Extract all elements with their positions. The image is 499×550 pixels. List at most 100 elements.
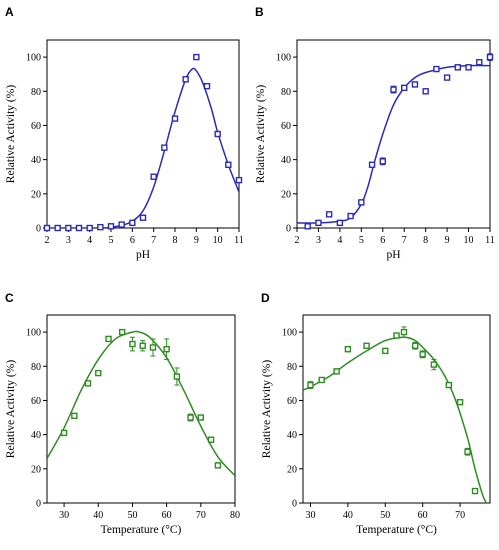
y-tick-label: 100 xyxy=(26,53,41,64)
data-point xyxy=(203,82,211,90)
y-tick-label: 100 xyxy=(26,328,41,339)
y-axis-title: Relative Activity (%) xyxy=(5,360,17,459)
x-tick-label: 4 xyxy=(87,235,92,246)
x-axis-title: Temperature (°C) xyxy=(356,524,437,536)
y-tick-label: 0 xyxy=(286,224,291,235)
x-axis-title: pH xyxy=(386,249,400,261)
data-point xyxy=(97,223,104,231)
data-point xyxy=(193,53,200,61)
data-point xyxy=(182,76,189,83)
data-point xyxy=(325,211,333,218)
chart-panel-c: C 30 40 50 60 70 80 0 20 40 60 80 100 Temperature (°C… xyxy=(5,291,240,536)
data-point xyxy=(71,412,78,420)
y-tick-label: 0 xyxy=(36,224,41,235)
x-tick-label: 5 xyxy=(359,235,364,246)
data-point xyxy=(445,381,453,389)
plot-frame xyxy=(302,314,491,504)
data-point xyxy=(476,59,483,66)
data-point xyxy=(60,429,68,437)
data-point xyxy=(422,88,429,95)
x-tick-label: 7 xyxy=(402,235,407,246)
data-point xyxy=(307,381,314,389)
x-tick-label: 7 xyxy=(151,235,156,246)
y-tick-label: 60 xyxy=(281,121,291,132)
data-point xyxy=(107,223,115,230)
data-point xyxy=(368,161,376,168)
x-tick-label: 2 xyxy=(45,235,50,246)
data-point xyxy=(173,373,181,380)
x-tick-label: 40 xyxy=(93,510,103,521)
x-tick-label: 6 xyxy=(130,235,135,246)
data-point xyxy=(161,144,168,151)
data-point xyxy=(95,369,102,377)
data-point xyxy=(344,345,352,353)
data-point xyxy=(171,115,179,122)
panel-label: A xyxy=(5,5,14,19)
x-tick-label: 80 xyxy=(230,510,240,521)
data-point xyxy=(207,436,215,443)
data-point xyxy=(419,351,426,358)
data-point xyxy=(443,74,451,81)
x-tick-label: 9 xyxy=(445,235,450,246)
x-tick-label: 60 xyxy=(162,510,172,521)
plot-frame xyxy=(296,39,491,229)
data-point xyxy=(129,219,136,227)
x-tick-label: 60 xyxy=(418,510,428,521)
plot-frame xyxy=(46,314,236,504)
data-point xyxy=(54,224,61,232)
fit-curve xyxy=(47,67,239,228)
data-point xyxy=(149,344,157,351)
x-tick-label: 70 xyxy=(196,510,206,521)
y-tick-label: 40 xyxy=(281,155,291,166)
data-point xyxy=(347,212,354,220)
data-point xyxy=(411,81,419,88)
data-point xyxy=(465,64,472,71)
data-point xyxy=(139,342,146,349)
data-point xyxy=(401,84,408,92)
data-point xyxy=(75,224,83,232)
x-tick-label: 8 xyxy=(173,235,178,246)
data-point xyxy=(225,161,232,168)
data-point xyxy=(464,448,471,455)
x-tick-label: 10 xyxy=(213,235,223,246)
x-tick-label: 30 xyxy=(305,510,315,521)
data-point xyxy=(118,328,126,336)
data-point xyxy=(129,340,136,348)
fit-curve xyxy=(47,330,235,477)
y-tick-label: 80 xyxy=(31,362,41,373)
data-point xyxy=(187,414,194,421)
y-tick-label: 20 xyxy=(281,189,291,200)
x-tick-label: 50 xyxy=(127,510,137,521)
chart-panel-a: A 2 3 4 5 6 7 8 9 10 11 0 20 40 60 80 100 pH Relative Acti… xyxy=(5,5,244,261)
data-point xyxy=(333,368,340,375)
data-point xyxy=(456,398,464,406)
data-point xyxy=(471,487,479,495)
y-tick-label: 100 xyxy=(282,328,297,339)
data-point xyxy=(150,173,157,180)
y-tick-label: 80 xyxy=(287,362,297,373)
chart-panel-b: B 2 3 4 5 6 7 8 9 10 11 0 20 40 60 80 100 pH Relative Acti… xyxy=(255,5,495,261)
y-tick-label: 40 xyxy=(31,430,41,441)
y-tick-label: 60 xyxy=(31,121,41,132)
y-tick-label: 80 xyxy=(31,87,41,98)
x-tick-label: 30 xyxy=(59,510,69,521)
x-tick-label: 6 xyxy=(380,235,385,246)
x-tick-label: 11 xyxy=(234,235,244,246)
y-tick-label: 100 xyxy=(276,53,291,64)
x-tick-label: 4 xyxy=(337,235,342,246)
panel-label: C xyxy=(5,291,14,305)
data-point xyxy=(304,223,311,230)
y-tick-label: 0 xyxy=(36,499,41,510)
y-tick-label: 40 xyxy=(31,155,41,166)
x-tick-label: 3 xyxy=(316,235,321,246)
x-tick-label: 50 xyxy=(380,510,390,521)
data-point xyxy=(139,214,147,221)
data-point xyxy=(433,65,440,73)
x-tick-label: 40 xyxy=(343,510,353,521)
y-tick-label: 60 xyxy=(287,396,297,407)
data-point xyxy=(118,221,125,228)
x-tick-label: 70 xyxy=(455,510,465,521)
data-point xyxy=(430,361,438,368)
data-point xyxy=(86,224,93,232)
